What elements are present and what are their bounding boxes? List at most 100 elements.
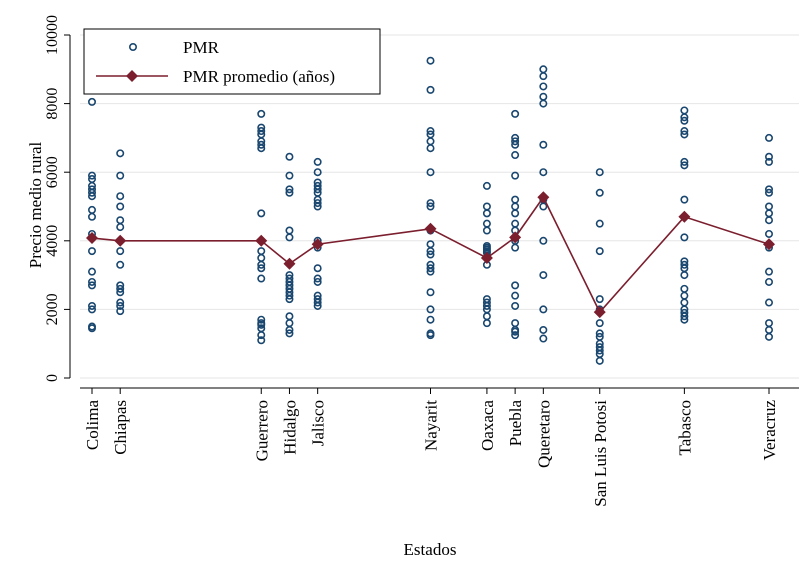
scatter-point [257,315,266,324]
scatter-point [313,264,322,273]
scatter-point [680,284,689,293]
scatter-point [116,284,125,293]
scatter-point [539,72,548,81]
y-tick-label: 10000 [44,15,61,55]
scatter-point [285,152,294,161]
scatter-point [116,247,125,256]
scatter-point [285,171,294,180]
x-tick-label: Jalisco [309,400,328,446]
scatter-point [313,168,322,177]
scatter-point [511,301,520,310]
scatter-point [680,106,689,115]
scatter-point [88,185,97,194]
scatter-point [285,329,294,338]
scatter-point [680,161,689,170]
x-tick-label: Guerrero [252,400,271,461]
scatter-point [482,202,491,211]
scatter-point [764,133,773,142]
scatter-point [426,130,435,139]
scatter-point [426,85,435,94]
scatter-point [511,209,520,218]
scatter-point [595,247,604,256]
scatter-point [764,202,773,211]
x-tick-label: Chiapas [111,400,130,455]
scatter-point [482,219,491,228]
scatter-point [116,202,125,211]
mean-marker [480,251,493,264]
scatter-point [426,250,435,259]
scatter-point [482,226,491,235]
scatter-point [595,319,604,328]
scatter-point [426,199,435,208]
scatter-point [511,109,520,118]
scatter-point [313,274,322,283]
mean-marker [283,257,296,270]
scatter-point [680,260,689,269]
scatter-point [285,312,294,321]
scatter-point [764,325,773,334]
scatter-point [482,319,491,328]
scatter-point [116,171,125,180]
scatter-point [116,216,125,225]
scatter-point [257,336,266,345]
scatter-point [426,168,435,177]
mean-marker [509,231,522,244]
scatter-point [539,202,548,211]
scatter-point [764,229,773,238]
scatter-point [680,308,689,317]
scatter-point [426,329,435,338]
scatter-point [595,332,604,341]
x-axis: Colima Chiapas Guerrero Hidalgo Jalisco Nayar… [80,387,799,507]
mean-marker [255,234,268,247]
scatter-point [539,168,548,177]
legend: PMR PMR promedio (años) [83,28,381,95]
scatter-point [116,301,125,310]
scatter-point [285,274,294,283]
scatter-point [257,319,266,328]
scatter-point [511,243,520,252]
scatter-point [680,195,689,204]
scatter-point [257,274,266,283]
scatter-point [426,240,435,249]
scatter-point [764,298,773,307]
scatter-point [116,149,125,158]
scatter-point [426,127,435,136]
scatter-point [257,253,266,262]
scatter-point [680,130,689,139]
scatter-point [313,157,322,166]
scatter-point [116,223,125,232]
legend-scatter-marker [129,42,138,51]
scatter-point [88,175,97,184]
scatter-point [285,319,294,328]
scatter-point [257,209,266,218]
scatter-point [257,140,266,149]
scatter-point [539,236,548,245]
y-tick-label: 4000 [44,225,61,257]
scatter-point [426,137,435,146]
mean-marker [86,232,98,245]
scatter-point [680,157,689,166]
scatter-point [313,199,322,208]
y-axis: 0 2000 4000 6000 8000 10000 [44,15,71,382]
x-tick-label: Oaxaca [478,400,497,451]
scatter-point [426,144,435,153]
scatter-point [257,247,266,256]
scatter-point [313,277,322,286]
scatter-point [88,305,97,314]
y-tick-label: 8000 [44,88,61,120]
scatter-point [313,178,322,187]
scatter-point [539,305,548,314]
scatter-point [595,329,604,338]
x-tick-label: Puebla [506,400,525,447]
scatter-point [680,257,689,266]
scatter-point [595,168,604,177]
scatter-point [257,109,266,118]
scatter-point [764,332,773,341]
scatter-point [595,188,604,197]
scatter-point [764,277,773,286]
scatter-point [426,288,435,297]
scatter-point [595,356,604,365]
scatter-point [595,343,604,352]
scatter-point [426,260,435,269]
scatter-point [511,331,520,340]
